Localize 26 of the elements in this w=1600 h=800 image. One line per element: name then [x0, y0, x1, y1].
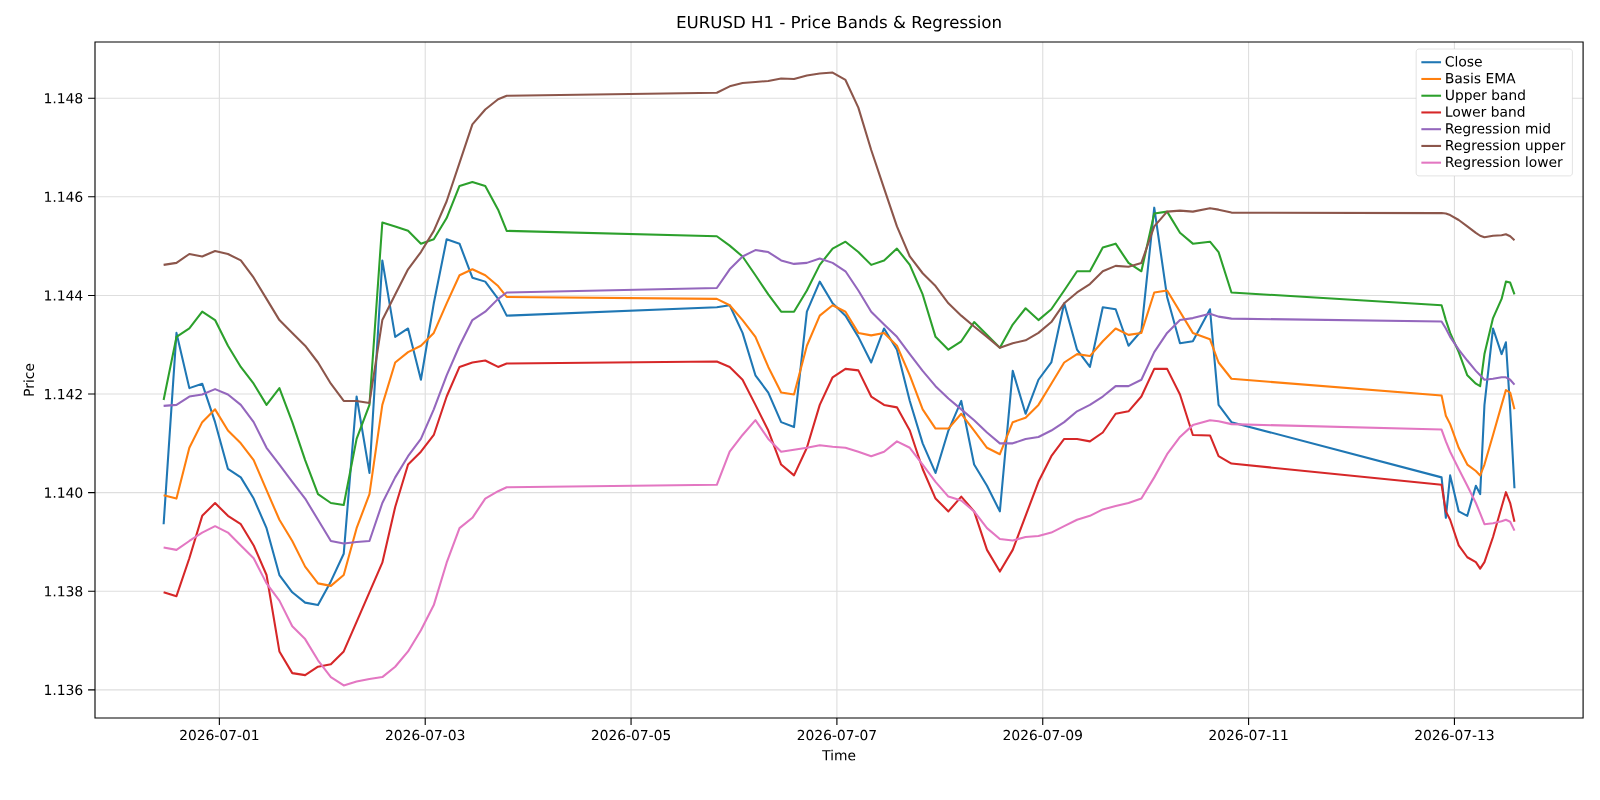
x-tick-label: 2026-07-03 — [386, 729, 465, 741]
line-series — [162, 249, 1516, 545]
legend-label: Close — [1445, 55, 1482, 67]
x-tick-label: 2026-07-09 — [1003, 729, 1082, 741]
y-tick-label: 1.138 — [45, 586, 83, 597]
chart-title: EURUSD H1 - Price Bands & Regression — [677, 15, 1001, 32]
x-axis-title: Time — [822, 749, 856, 761]
y-tick-label: 1.140 — [45, 487, 83, 498]
x-tick-label: 2026-07-05 — [591, 729, 671, 741]
legend-label: Regression mid — [1446, 122, 1550, 137]
line-series — [162, 206, 1516, 607]
y-axis-title: Price — [23, 363, 35, 396]
y-tick-label: 1.148 — [45, 92, 83, 104]
legend-label: Lower band — [1446, 106, 1525, 117]
legend-label: Regression lower — [1446, 156, 1563, 170]
y-tick-label: 1.136 — [45, 684, 83, 696]
x-tick-label: 2026-07-11 — [1209, 729, 1288, 741]
x-tick-label: 2026-07-01 — [180, 729, 259, 741]
legend-label: Basis EMA — [1446, 72, 1516, 84]
y-tick-label: 1.144 — [45, 290, 83, 301]
y-tick-label: 1.146 — [45, 191, 83, 203]
x-tick-label: 2026-07-13 — [1415, 729, 1494, 741]
legend-label: Regression upper — [1446, 139, 1566, 154]
legend-label: Upper band — [1446, 89, 1525, 103]
y-tick-label: 1.142 — [45, 388, 82, 400]
x-tick-label: 2026-07-07 — [797, 729, 876, 741]
